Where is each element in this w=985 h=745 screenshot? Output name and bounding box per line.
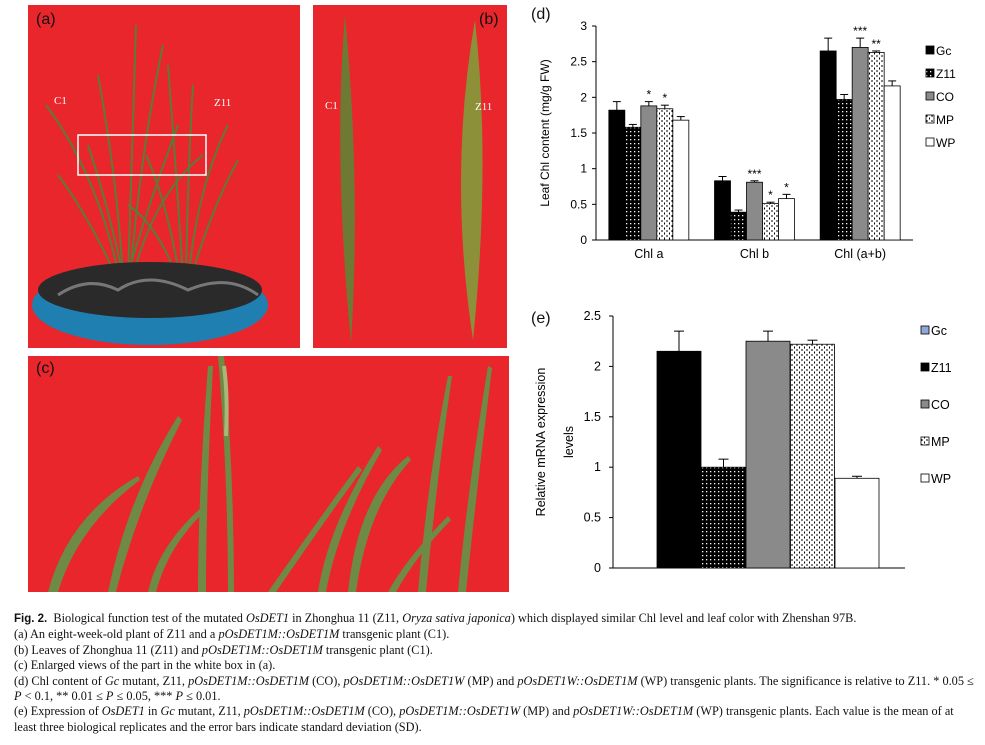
chl-content-chart: 0 0.5 1 1.5 2 2.5 3 Leaf Chl content (mg/g FW) *… [538, 19, 956, 261]
legend-swatch-wp [925, 137, 935, 147]
bar-co-chl-b [746, 181, 763, 241]
legend-label-co: CO [936, 90, 954, 104]
legend-swatch-gc [925, 45, 935, 55]
bar-z11-chl-a-b [835, 99, 853, 241]
chart-panel-e: (e) 0 0.5 1 1.5 2 2.5 Relative mRNA expression… [513, 306, 983, 586]
significance-mark: * [784, 180, 789, 194]
bar-mp [790, 343, 835, 569]
mrna-expression-chart: 0 0.5 1 1.5 2 2.5 Relative mRNA expression leve… [534, 309, 952, 575]
caption-c: (c) Enlarged views of the part in the wh… [14, 658, 276, 673]
x-tick-label: Chl (a+b) [834, 247, 886, 261]
legend-swatch-mp [925, 114, 935, 124]
significance-mark: * [768, 188, 773, 202]
legend-swatch-z11 [925, 68, 935, 78]
panel-e-label: (e) [531, 310, 551, 327]
y-tick-label: 2 [580, 90, 587, 104]
legend-label-wp: WP [936, 136, 955, 150]
bar-gc [656, 350, 702, 569]
caption-d: (d) Chl content of Gc mutant, Z11, pOsDE… [14, 673, 974, 704]
tag-z11: Z11 [475, 101, 493, 113]
photo-panel-b: (b) C1 Z11 [313, 5, 507, 348]
bar-mp-chl-a-b [867, 51, 885, 241]
bar-gc-chl-a-b [819, 50, 837, 241]
bar-z11-chl-a [624, 126, 642, 241]
bar-gc-chl-a [608, 109, 626, 241]
photo-panel-a: (a) C1 Z11 [28, 5, 300, 348]
significance-mark: * [646, 88, 651, 102]
panel-d-label: (d) [531, 6, 551, 23]
bar-wp-chl-a [672, 119, 690, 241]
bar-co [745, 340, 791, 569]
legend-swatch-co [925, 91, 935, 101]
bar-wp-chl-b [778, 198, 795, 241]
y-tick-label: 1 [594, 460, 601, 474]
bar-co-chl-a-b [851, 47, 869, 241]
figure-number: Fig. 2. [14, 613, 48, 625]
bar-wp [834, 477, 880, 569]
tag-z11: Z11 [214, 97, 232, 109]
chart-panel-d: (d) 0 0.5 1 1.5 2 2.5 3 Leaf Chl content (mg/g … [513, 2, 983, 270]
x-tick-label: Chl a [634, 247, 663, 261]
caption-b: (b) Leaves of Zhonghua 11 (Z11) and pOsD… [14, 642, 433, 657]
legend-label-co: CO [931, 398, 950, 412]
photo-panel-c: (c) [28, 356, 509, 592]
y-axis-label: Relative mRNA expression levels [534, 368, 576, 517]
y-tick-label: 3 [580, 19, 587, 33]
caption-a: (a) An eight-week-old plant of Z11 and a… [14, 627, 450, 642]
bar-co-chl-a [640, 105, 658, 241]
legend-swatch-wp [920, 473, 930, 483]
y-tick-label: 1 [580, 162, 587, 176]
bar-mp-chl-b [762, 203, 779, 241]
y-tick-label: 1.5 [584, 410, 601, 424]
legend-swatch-co [920, 399, 930, 409]
panel-a-label: (a) [36, 11, 56, 28]
y-tick-label: 1.5 [570, 126, 587, 140]
legend-swatch-z11 [920, 362, 930, 372]
legend-label-wp: WP [931, 472, 951, 486]
leaves-illustration [340, 15, 483, 343]
significance-mark: *** [853, 24, 867, 38]
significance-mark: *** [747, 167, 761, 181]
bar-z11 [701, 466, 746, 569]
legend-label-gc: Gc [936, 44, 951, 58]
y-tick-label: 0.5 [570, 197, 587, 211]
y-axis-label-line2: levels [562, 426, 576, 458]
figure-caption: Fig. 2. Biological function test of the … [14, 611, 976, 735]
significance-mark: ** [871, 37, 881, 51]
y-tick-label: 2.5 [570, 55, 587, 69]
bar-wp-chl-a-b [883, 85, 901, 241]
tag-c1: C1 [54, 95, 67, 107]
legend-label-z11: Z11 [931, 361, 952, 375]
y-tick-label: 0.5 [584, 511, 601, 525]
tag-c1: C1 [325, 100, 338, 112]
bar-mp-chl-a [656, 108, 674, 241]
white-box-marker [77, 134, 207, 176]
enlarged-leaves-illustration [48, 356, 492, 592]
panel-c-label: (c) [36, 360, 55, 377]
legend-label-z11: Z11 [936, 67, 956, 81]
bar-z11-chl-b [730, 211, 747, 241]
legend-label-mp: MP [931, 435, 950, 449]
legend-label-mp: MP [936, 113, 954, 127]
x-tick-label: Chl b [740, 247, 769, 261]
y-axis-label: Leaf Chl content (mg/g FW) [538, 59, 552, 206]
rice-plants-illustration [32, 24, 268, 345]
y-tick-label: 0 [594, 561, 601, 575]
y-tick-label: 2 [594, 359, 601, 373]
significance-mark: * [662, 91, 667, 105]
panel-b-label: (b) [479, 11, 499, 28]
y-tick-label: 0 [580, 233, 587, 247]
legend-label-gc: Gc [931, 324, 947, 338]
legend-swatch-mp [920, 436, 930, 446]
caption-title-line: Fig. 2. Biological function test of the … [14, 611, 857, 625]
bar-gc-chl-b [714, 180, 731, 241]
y-tick-label: 2.5 [584, 309, 601, 323]
caption-e: (e) Expression of OsDET1 in Gc mutant, Z… [14, 704, 954, 734]
legend-swatch-gc [920, 325, 930, 335]
y-axis-label-line1: Relative mRNA expression [534, 368, 548, 517]
